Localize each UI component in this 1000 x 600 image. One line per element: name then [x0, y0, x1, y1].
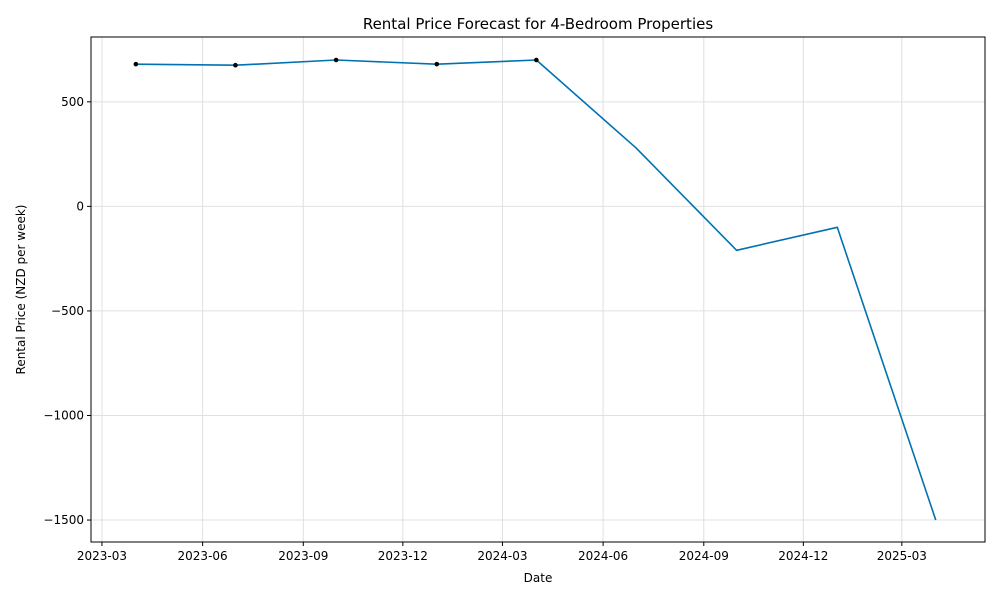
x-tick-label: 2024-06 [578, 549, 628, 563]
x-axis-ticks: 2023-03 2023-06 2023-09 2023-12 2024-03 2024-… [77, 542, 927, 563]
x-tick-label: 2024-12 [778, 549, 828, 563]
data-point [434, 61, 440, 67]
x-tick-label: 2024-09 [679, 549, 729, 563]
x-tick-label: 2025-03 [877, 549, 927, 563]
x-tick-label: 2023-09 [278, 549, 328, 563]
x-tick-label: 2024-03 [477, 549, 527, 563]
y-tick-label: −1500 [43, 513, 84, 527]
chart-title: Rental Price Forecast for 4-Bedroom Prop… [363, 15, 714, 33]
x-tick-label: 2023-03 [77, 549, 127, 563]
x-tick-label: 2023-12 [378, 549, 428, 563]
y-tick-label: 0 [76, 199, 84, 213]
series-lines [135, 59, 937, 521]
x-tick-label: 2023-06 [178, 549, 228, 563]
y-tick-label: 500 [61, 95, 84, 109]
grid-lines [91, 37, 985, 542]
plot-frame [90, 36, 986, 543]
data-markers [133, 57, 539, 68]
y-tick-label: −500 [51, 304, 84, 318]
data-point [133, 61, 139, 67]
series-line [135, 59, 937, 521]
y-tick-label: −1000 [43, 408, 84, 422]
data-point [333, 57, 339, 63]
y-axis-ticks: 500 0 −500 −1000 −1500 [43, 95, 91, 527]
data-point [534, 57, 539, 63]
data-point [233, 62, 238, 68]
x-axis-label: Date [524, 571, 553, 585]
y-axis-label: Rental Price (NZD per week) [14, 205, 28, 375]
